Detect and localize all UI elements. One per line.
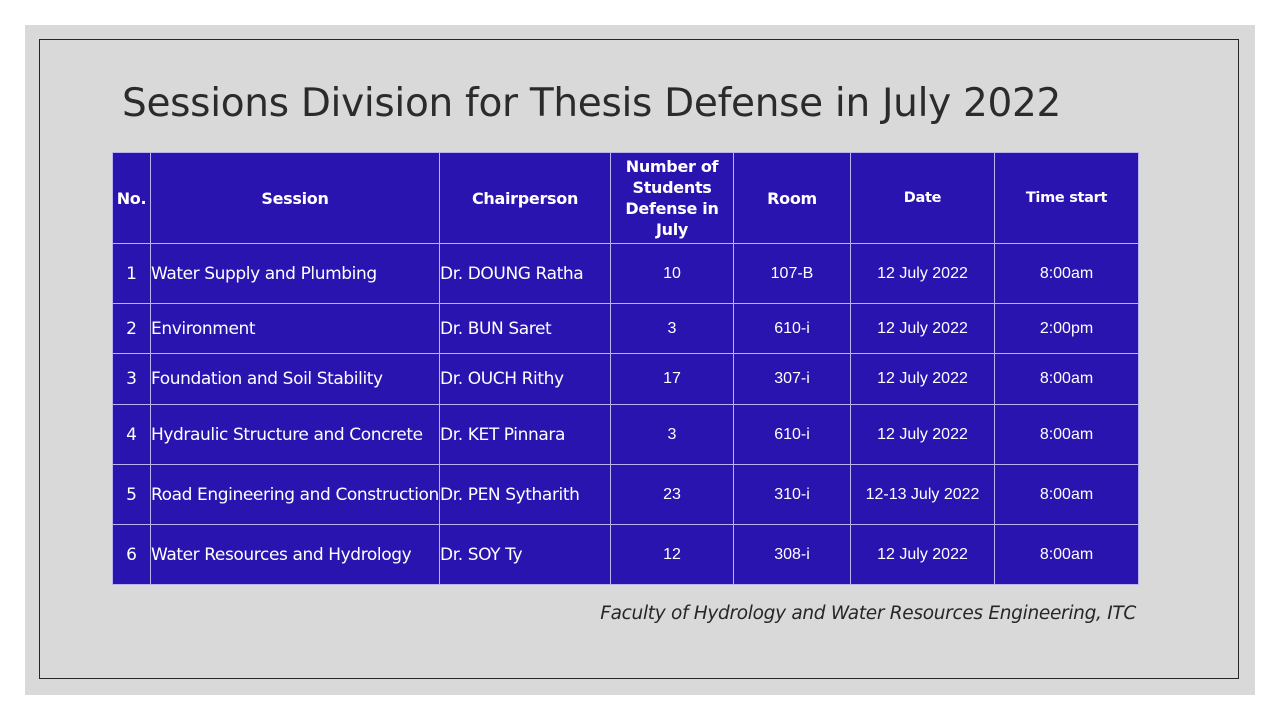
header-no: No. bbox=[112, 152, 151, 244]
table-row: 3 Foundation and Soil Stability Dr. OUCH… bbox=[112, 353, 1139, 405]
table-row: 1 Water Supply and Plumbing Dr. DOUNG Ra… bbox=[112, 243, 1139, 304]
footer-caption: Faculty of Hydrology and Water Resources… bbox=[600, 603, 1136, 624]
cell-session: Hydraulic Structure and Concrete bbox=[150, 404, 440, 465]
cell-students: 12 bbox=[610, 524, 734, 585]
cell-students: 3 bbox=[610, 404, 734, 465]
cell-chairperson: Dr. PEN Sytharith bbox=[439, 464, 611, 525]
cell-chairperson: Dr. SOY Ty bbox=[439, 524, 611, 585]
cell-date: 12 July 2022 bbox=[850, 243, 995, 304]
sessions-table: No. Session Chairperson Number of Studen… bbox=[112, 152, 1139, 585]
slide-frame bbox=[39, 39, 1239, 679]
cell-time-start: 2:00pm bbox=[994, 303, 1139, 354]
cell-time-start: 8:00am bbox=[994, 524, 1139, 585]
cell-chairperson: Dr. BUN Saret bbox=[439, 303, 611, 354]
cell-chairperson: Dr. OUCH Rithy bbox=[439, 353, 611, 405]
cell-date: 12 July 2022 bbox=[850, 303, 995, 354]
cell-no: 1 bbox=[112, 243, 151, 304]
cell-date: 12 July 2022 bbox=[850, 524, 995, 585]
cell-chairperson: Dr. DOUNG Ratha bbox=[439, 243, 611, 304]
cell-no: 3 bbox=[112, 353, 151, 405]
cell-session: Water Supply and Plumbing bbox=[150, 243, 440, 304]
cell-students: 3 bbox=[610, 303, 734, 354]
header-chairperson: Chairperson bbox=[439, 152, 611, 244]
header-room: Room bbox=[733, 152, 851, 244]
cell-room: 307-i bbox=[733, 353, 851, 405]
table-row: 4 Hydraulic Structure and Concrete Dr. K… bbox=[112, 404, 1139, 465]
slide-title: Sessions Division for Thesis Defense in … bbox=[122, 81, 1062, 126]
cell-room: 308-i bbox=[733, 524, 851, 585]
cell-time-start: 8:00am bbox=[994, 404, 1139, 465]
cell-session: Foundation and Soil Stability bbox=[150, 353, 440, 405]
cell-no: 5 bbox=[112, 464, 151, 525]
cell-chairperson: Dr. KET Pinnara bbox=[439, 404, 611, 465]
cell-time-start: 8:00am bbox=[994, 243, 1139, 304]
cell-session: Road Engineering and Construction bbox=[150, 464, 440, 525]
slide: Sessions Division for Thesis Defense in … bbox=[25, 25, 1255, 695]
cell-session: Water Resources and Hydrology bbox=[150, 524, 440, 585]
cell-session: Environment bbox=[150, 303, 440, 354]
cell-room: 610-i bbox=[733, 404, 851, 465]
header-session: Session bbox=[150, 152, 440, 244]
header-date: Date bbox=[850, 152, 995, 244]
cell-date: 12 July 2022 bbox=[850, 353, 995, 405]
cell-no: 2 bbox=[112, 303, 151, 354]
cell-no: 6 bbox=[112, 524, 151, 585]
cell-students: 10 bbox=[610, 243, 734, 304]
header-time-start: Time start bbox=[994, 152, 1139, 244]
cell-time-start: 8:00am bbox=[994, 464, 1139, 525]
cell-room: 107-B bbox=[733, 243, 851, 304]
cell-no: 4 bbox=[112, 404, 151, 465]
header-students: Number of Students Defense in July bbox=[610, 152, 734, 244]
cell-date: 12 July 2022 bbox=[850, 404, 995, 465]
cell-students: 23 bbox=[610, 464, 734, 525]
table-row: 2 Environment Dr. BUN Saret 3 610-i 12 J… bbox=[112, 303, 1139, 354]
cell-students: 17 bbox=[610, 353, 734, 405]
cell-date: 12-13 July 2022 bbox=[850, 464, 995, 525]
table-header-row: No. Session Chairperson Number of Studen… bbox=[112, 152, 1139, 244]
table-row: 5 Road Engineering and Construction Dr. … bbox=[112, 464, 1139, 525]
table-row: 6 Water Resources and Hydrology Dr. SOY … bbox=[112, 524, 1139, 585]
cell-time-start: 8:00am bbox=[994, 353, 1139, 405]
cell-room: 610-i bbox=[733, 303, 851, 354]
cell-room: 310-i bbox=[733, 464, 851, 525]
